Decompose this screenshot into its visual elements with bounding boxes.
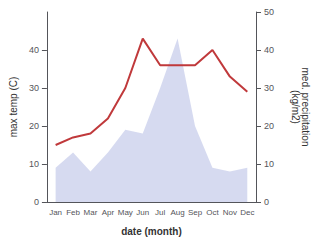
svg-text:30: 30 [264, 83, 274, 93]
svg-text:0: 0 [264, 197, 269, 207]
svg-text:Jun: Jun [136, 208, 149, 217]
svg-text:40: 40 [264, 45, 274, 55]
svg-text:20: 20 [264, 121, 274, 131]
svg-text:Apr: Apr [102, 208, 115, 217]
svg-text:Dec: Dec [240, 208, 254, 217]
svg-text:10: 10 [264, 159, 274, 169]
svg-text:50: 50 [264, 7, 274, 17]
svg-text:May: May [118, 208, 133, 217]
svg-text:30: 30 [29, 83, 39, 93]
svg-text:Aug: Aug [170, 208, 184, 217]
svg-text:Mar: Mar [84, 208, 98, 217]
svg-text:0: 0 [34, 197, 39, 207]
svg-text:10: 10 [29, 159, 39, 169]
svg-text:Feb: Feb [66, 208, 80, 217]
svg-text:date (month): date (month) [121, 226, 182, 237]
svg-text:20: 20 [29, 121, 39, 131]
svg-text:Oct: Oct [206, 208, 219, 217]
svg-text:Jul: Jul [155, 208, 165, 217]
svg-text:(kg/m2): (kg/m2) [290, 90, 301, 124]
svg-text:max temp (C): max temp (C) [8, 77, 19, 138]
svg-text:40: 40 [29, 45, 39, 55]
svg-text:Nov: Nov [223, 208, 237, 217]
svg-text:Sep: Sep [188, 208, 203, 217]
svg-text:med. precipitation: med. precipitation [299, 67, 311, 147]
svg-text:Jan: Jan [49, 208, 62, 217]
